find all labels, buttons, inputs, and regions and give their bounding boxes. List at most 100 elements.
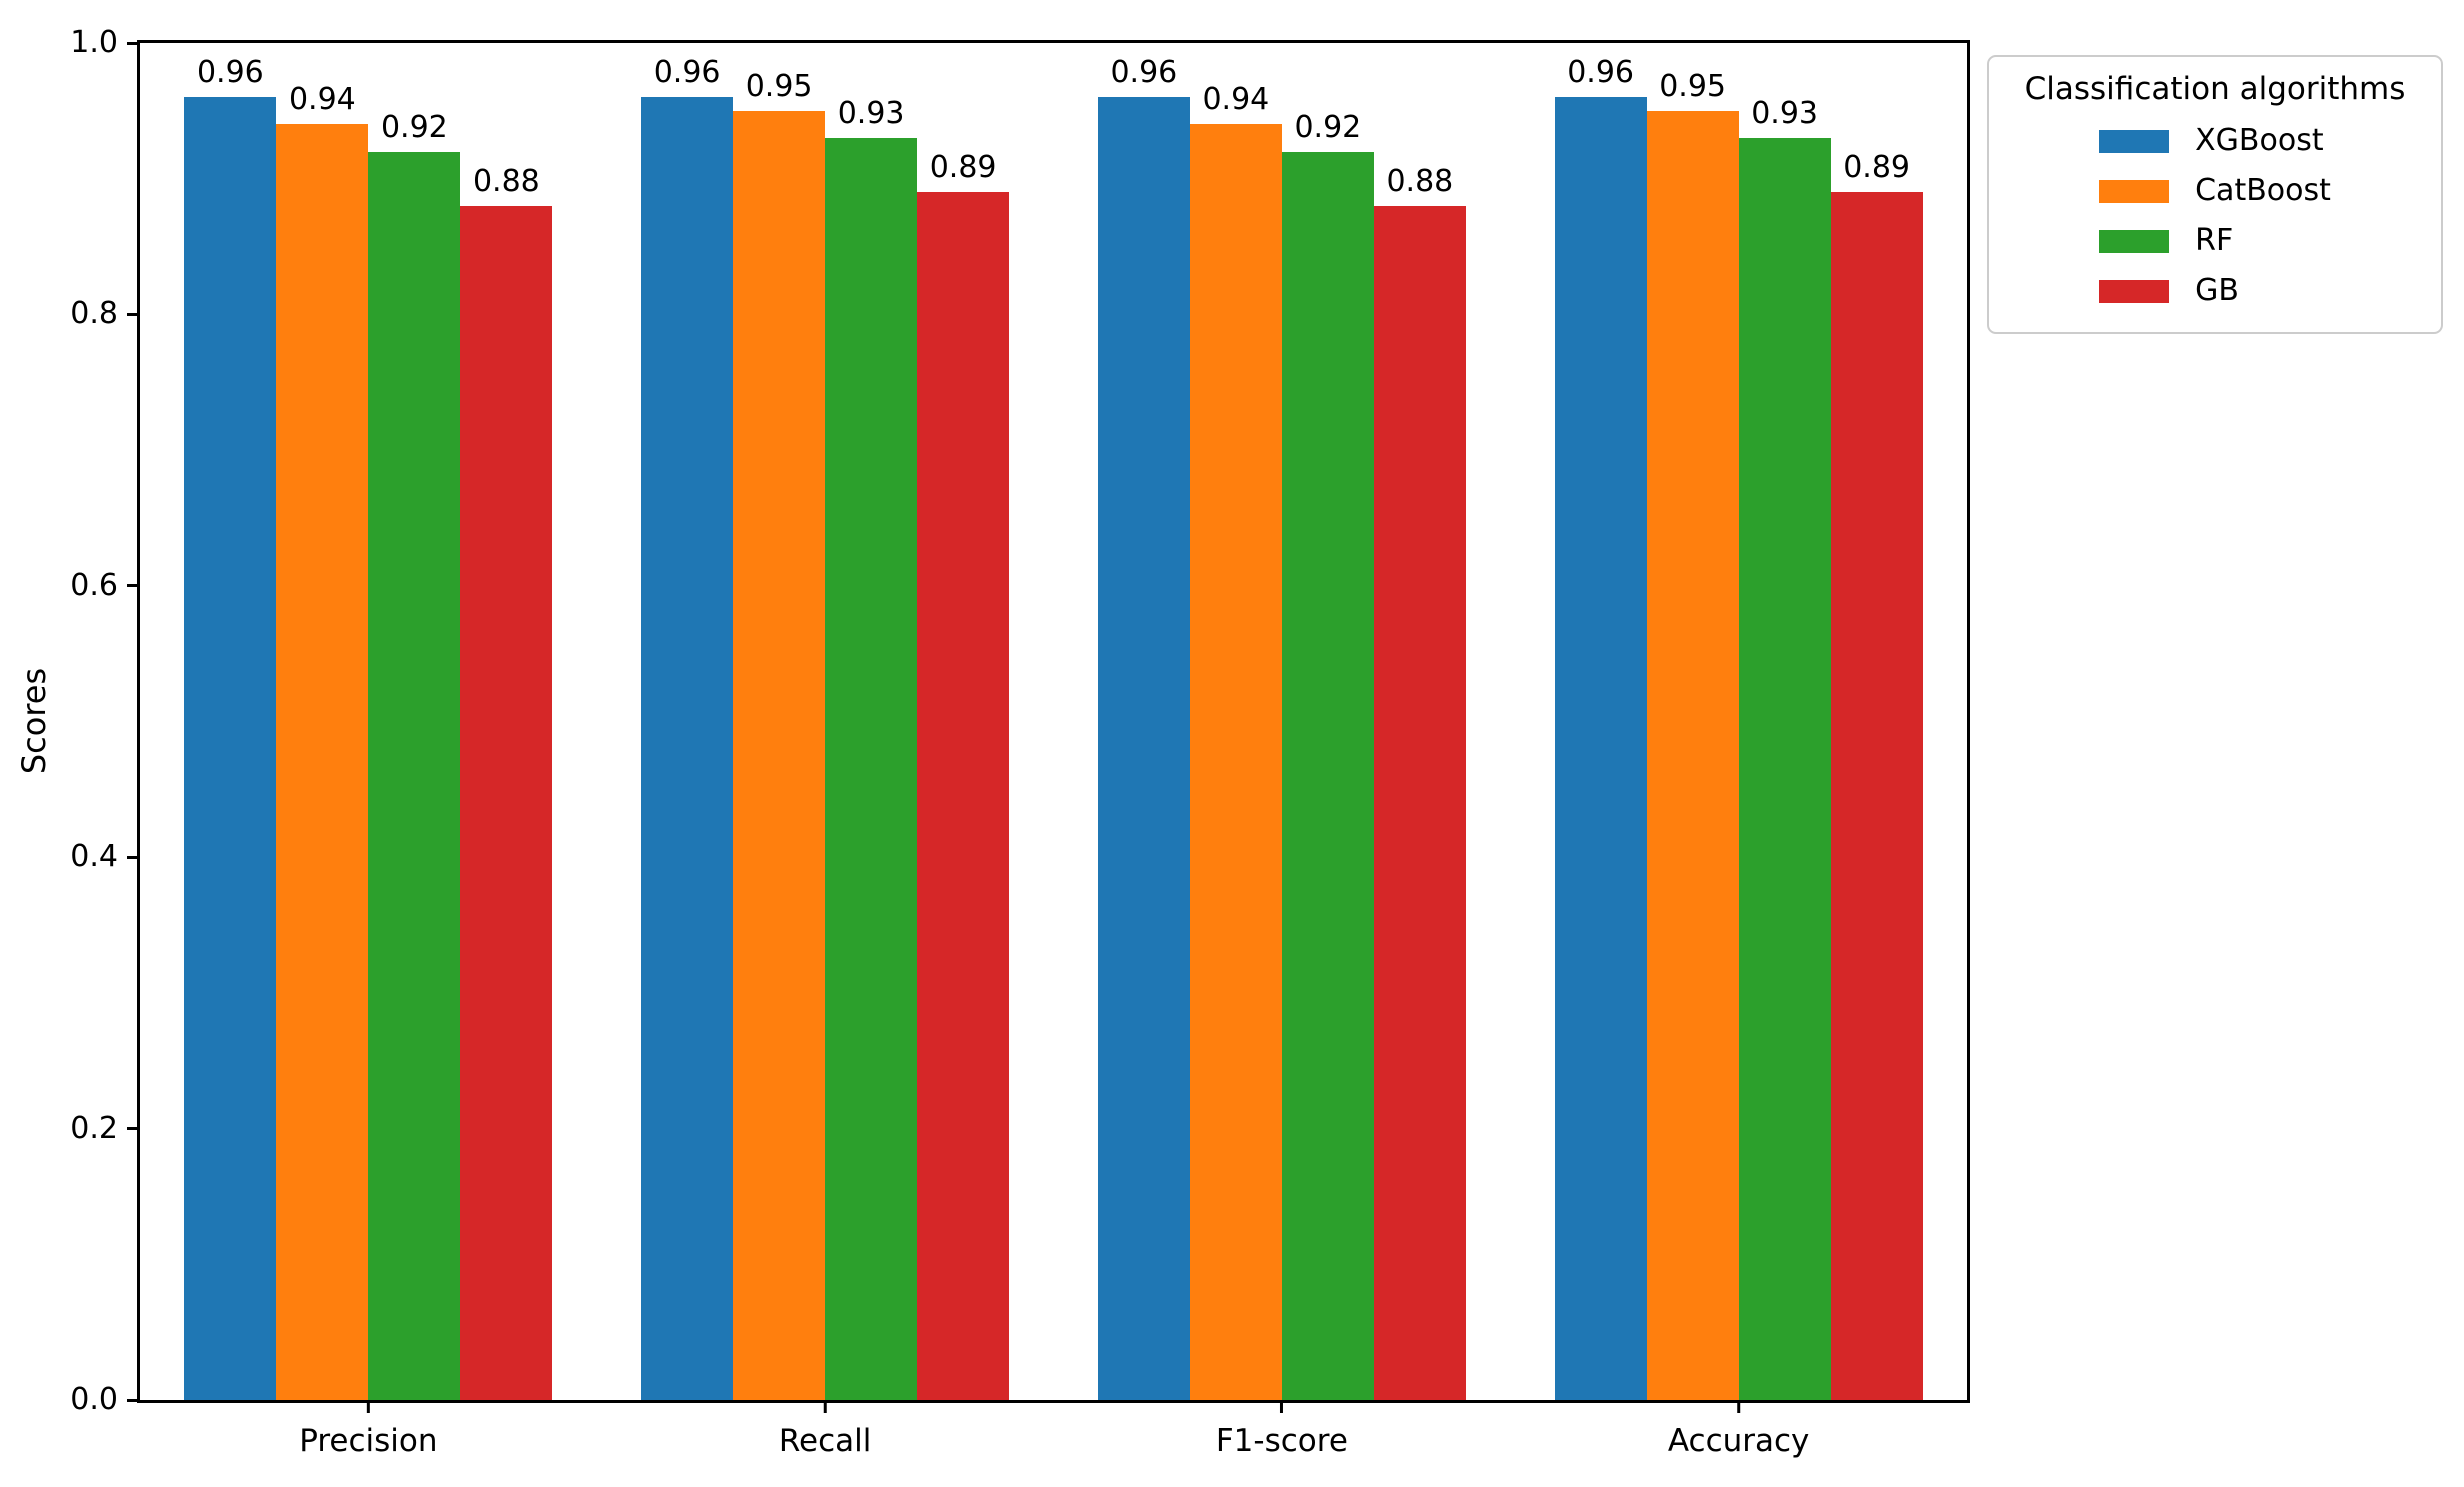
bar-value-label: 0.94 xyxy=(1202,82,1270,117)
y-tick: 0.8 xyxy=(38,299,140,329)
bar-cell: 0.92 xyxy=(368,110,461,1400)
legend-entry-label: RF xyxy=(2195,223,2234,259)
x-tick: F1-score xyxy=(1216,1400,1348,1459)
x-tick-mark xyxy=(1737,1400,1741,1413)
bar-value-label: 0.92 xyxy=(1294,110,1362,145)
y-tick-mark xyxy=(127,41,140,45)
bar-xgboost-f1-score xyxy=(1097,97,1190,1400)
legend-entry-label: XGBoost xyxy=(2195,123,2324,159)
legend-entry-label: CatBoost xyxy=(2195,173,2331,209)
bar-rf-f1-score xyxy=(1281,152,1374,1400)
bar-cell: 0.96 xyxy=(1554,55,1647,1400)
bar-catboost-f1-score xyxy=(1189,124,1282,1400)
legend-entry-xgboost: XGBoost xyxy=(2099,116,2331,166)
legend-entry-gb: GB xyxy=(2099,266,2331,316)
legend-entries: XGBoost CatBoost RF GB xyxy=(2099,116,2331,316)
y-tick: 0.4 xyxy=(38,842,140,872)
x-tick-label: Accuracy xyxy=(1667,1423,1810,1459)
y-tick-mark xyxy=(127,312,140,316)
y-tick-mark xyxy=(127,855,140,859)
legend-swatch-xgboost xyxy=(2099,129,2170,153)
y-tick-label: 0.2 xyxy=(70,1110,118,1146)
bar-gb-precision xyxy=(460,206,553,1400)
y-tick-label: 0.0 xyxy=(70,1382,118,1417)
bar-cell: 0.93 xyxy=(825,96,918,1400)
y-tick: 0.2 xyxy=(38,1110,140,1146)
legend-entry-catboost: CatBoost xyxy=(2099,166,2331,216)
bar-group-precision: 0.96 0.94 0.92 0.88 xyxy=(184,55,553,1400)
y-tick: 0.0 xyxy=(38,1385,140,1415)
bar-gb-f1-score xyxy=(1373,206,1466,1400)
legend-swatch-catboost xyxy=(2099,179,2170,203)
bar-cell: 0.89 xyxy=(1830,150,1923,1400)
bar-cell: 0.96 xyxy=(1097,55,1190,1400)
x-tick-mark xyxy=(823,1400,827,1413)
legend-swatch-gb xyxy=(2099,279,2170,303)
legend-entry-rf: RF xyxy=(2099,216,2331,266)
bar-rf-precision xyxy=(368,152,461,1400)
bar-gb-recall xyxy=(917,192,1010,1400)
x-tick-mark xyxy=(1280,1400,1284,1413)
bar-cell: 0.96 xyxy=(184,55,277,1400)
bar-rf-accuracy xyxy=(1738,138,1831,1400)
bar-xgboost-recall xyxy=(641,97,734,1400)
y-tick-label: 0.6 xyxy=(70,567,118,603)
x-tick-label: Precision xyxy=(299,1423,438,1459)
bar-value-label: 0.93 xyxy=(837,96,905,131)
bar-catboost-recall xyxy=(733,111,826,1400)
legend-entry-label: GB xyxy=(2195,273,2239,309)
bar-cell: 0.95 xyxy=(1646,69,1739,1400)
bar-group-recall: 0.96 0.95 0.93 0.89 xyxy=(641,55,1010,1400)
bar-cell: 0.89 xyxy=(917,150,1010,1400)
y-tick-mark xyxy=(127,1127,140,1131)
bar-xgboost-precision xyxy=(184,97,277,1400)
bar-cell: 0.95 xyxy=(733,69,826,1400)
bar-value-label: 0.96 xyxy=(653,55,721,90)
bar-value-label: 0.88 xyxy=(1386,164,1454,199)
x-tick: Recall xyxy=(778,1400,872,1459)
y-tick: 0.6 xyxy=(38,567,140,603)
y-tick-label: 1.0 xyxy=(70,25,118,60)
x-tick: Precision xyxy=(299,1400,438,1459)
bar-cell: 0.94 xyxy=(1189,82,1282,1400)
bar-group-accuracy: 0.96 0.95 0.93 0.89 xyxy=(1554,55,1923,1400)
bar-value-label: 0.95 xyxy=(1659,69,1727,104)
legend: Classification algorithms XGBoost CatBoos… xyxy=(1987,55,2443,335)
bar-cell: 0.96 xyxy=(641,55,734,1400)
bar-rf-recall xyxy=(825,138,918,1400)
y-tick-mark xyxy=(127,584,140,588)
y-tick: 1.0 xyxy=(38,28,140,58)
bar-value-label: 0.94 xyxy=(288,82,356,117)
bar-value-label: 0.93 xyxy=(1751,96,1819,131)
bar-value-label: 0.89 xyxy=(1843,150,1911,185)
y-tick-mark xyxy=(127,1398,140,1402)
y-tick-label: 0.4 xyxy=(70,839,118,875)
bar-value-label: 0.92 xyxy=(380,110,448,145)
bar-value-label: 0.95 xyxy=(745,69,813,104)
bar-gb-accuracy xyxy=(1830,192,1923,1400)
legend-title: Classification algorithms xyxy=(2024,71,2406,107)
bar-cell: 0.94 xyxy=(276,82,369,1400)
bar-cell: 0.92 xyxy=(1281,110,1374,1400)
x-tick-label: Recall xyxy=(778,1423,872,1459)
bar-catboost-accuracy xyxy=(1646,111,1739,1400)
y-tick-label: 0.8 xyxy=(70,296,118,332)
bar-value-label: 0.96 xyxy=(1110,55,1178,90)
x-tick-mark xyxy=(366,1400,370,1413)
bar-cell: 0.88 xyxy=(460,164,553,1400)
bar-value-label: 0.96 xyxy=(1567,55,1635,90)
x-tick-label: F1-score xyxy=(1215,1423,1348,1459)
bar-xgboost-accuracy xyxy=(1554,97,1647,1400)
plot-area: 0.0 0.2 0.4 0.6 0.8 1.0 0.96 0.94 0.92 0.88 Precis… xyxy=(70,28,1970,1459)
bar-catboost-precision xyxy=(276,124,369,1400)
bar-value-label: 0.88 xyxy=(472,164,540,199)
y-axis-label: Scores xyxy=(15,667,53,775)
bar-cell: 0.88 xyxy=(1373,164,1466,1400)
bar-value-label: 0.96 xyxy=(196,55,264,90)
bar-group-f1-score: 0.96 0.94 0.92 0.88 xyxy=(1097,55,1466,1400)
x-tick: Accuracy xyxy=(1667,1400,1810,1459)
legend-swatch-rf xyxy=(2099,229,2170,253)
bar-value-label: 0.89 xyxy=(929,150,997,185)
bar-cell: 0.93 xyxy=(1738,96,1831,1400)
